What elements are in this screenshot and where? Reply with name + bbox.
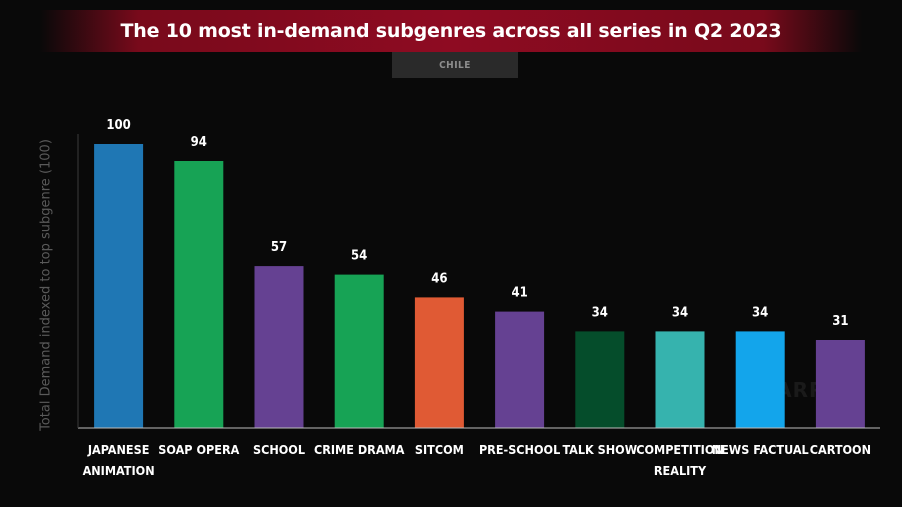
category-label: PRE-SCHOOL [479,442,560,457]
bar-value-label: 54 [351,249,367,264]
category-label: TALK SHOW [562,442,637,457]
bar [254,266,304,428]
bar-value-label: 34 [752,305,768,320]
bar [334,274,384,428]
bar-value-label: 57 [271,240,287,255]
category-label: COMPETITION REALITY [636,442,724,478]
bar [815,340,865,428]
bar-value-label: 34 [672,305,688,320]
bars-group [94,144,865,428]
bar-value-label: 100 [106,118,130,133]
category-label: CRIME DRAMA [314,442,405,457]
bar-value-label: 41 [511,286,527,301]
bar [495,311,545,428]
bar-value-label: 31 [832,314,848,329]
chart-title: The 10 most in-demand subgenres across a… [120,20,782,42]
bar [94,144,144,428]
bar [174,161,224,428]
category-label: SCHOOL [253,442,305,457]
bar [655,331,705,428]
category-label: CARTOON [810,442,871,457]
bar [735,331,785,428]
category-label: SOAP OPERA [158,442,239,457]
category-label: SITCOM [415,442,464,457]
value-labels-group: 100 94 57 54 46 41 34 34 34 31 [106,118,848,329]
region-tab[interactable]: CHILE [392,52,518,78]
title-banner: The 10 most in-demand subgenres across a… [40,10,862,52]
category-label: JAPANESE ANIMATION [83,442,155,478]
category-label: NEWS FACTUAL [712,442,809,457]
bar [575,331,625,428]
bar-value-label: 46 [431,271,447,286]
bar-value-label: 34 [592,305,608,320]
bar [414,297,464,428]
bar-value-label: 94 [191,135,207,150]
